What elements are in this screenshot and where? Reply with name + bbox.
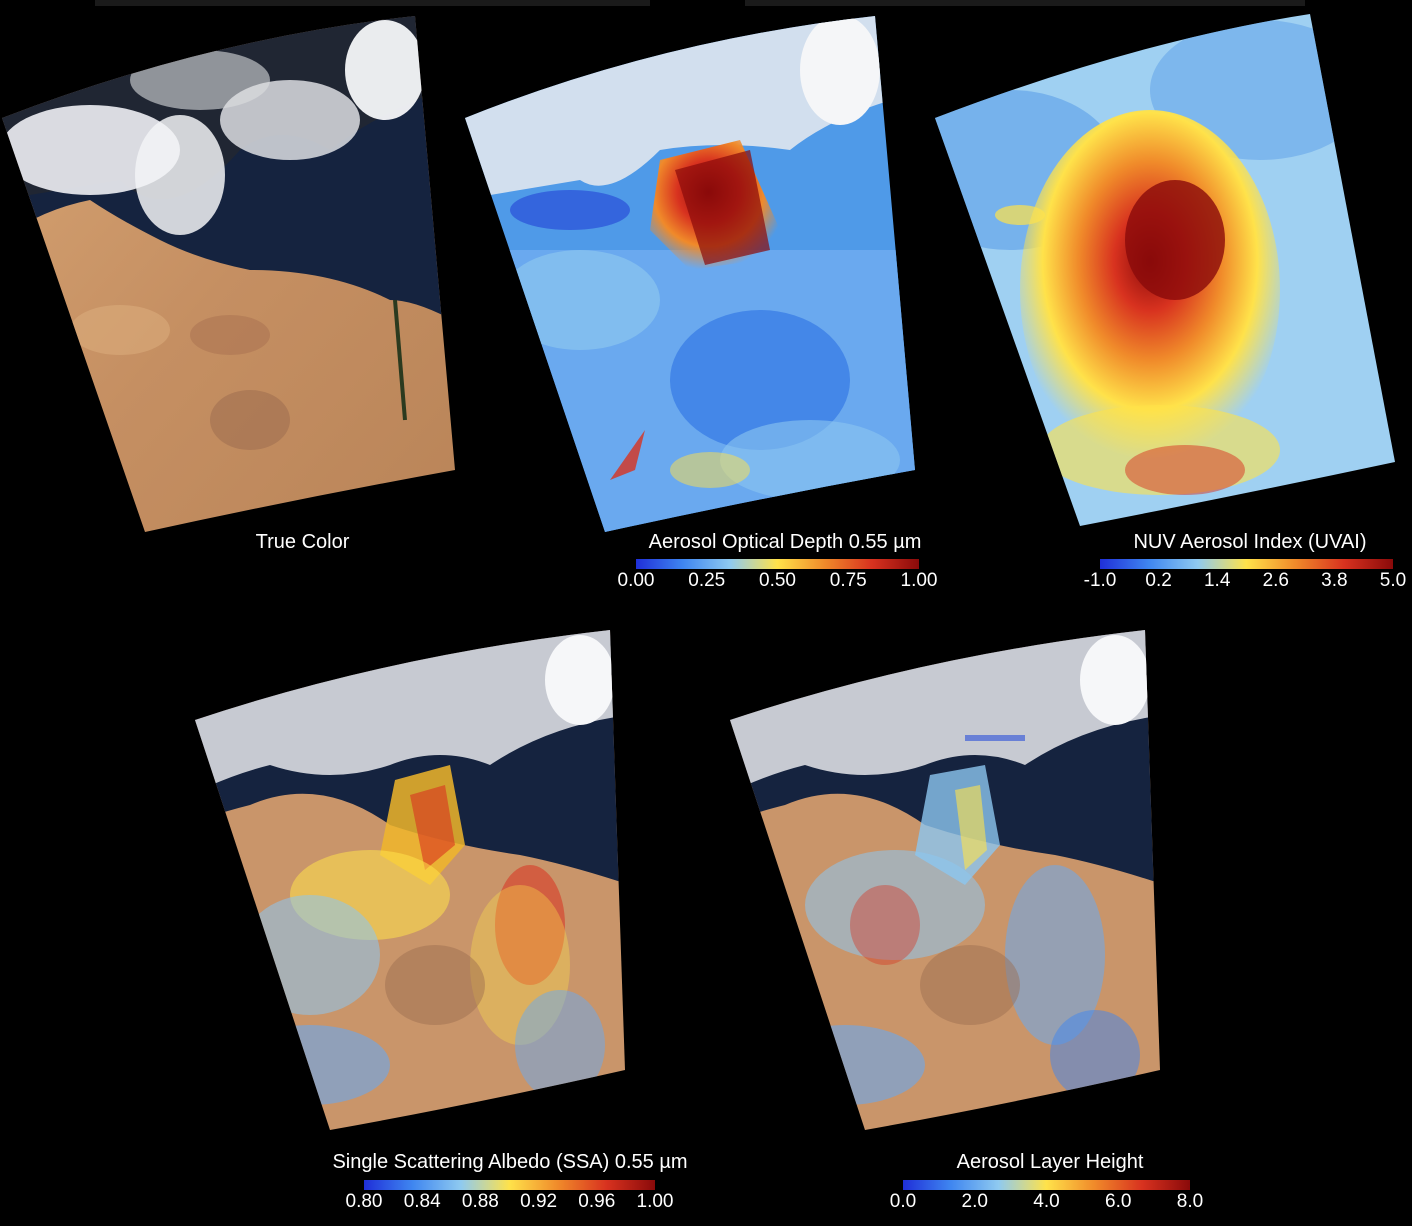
colorbar-tick-label: 0.88	[461, 1191, 499, 1212]
top-edge-strip	[745, 0, 1305, 6]
colorbar-tick-label: 8.0	[1176, 1191, 1204, 1212]
ssa-colorbar-ticks: 0.80 0.84 0.88 0.92 0.96 1.00	[346, 1191, 674, 1213]
colorbar-tick-label: 3.8	[1321, 570, 1348, 591]
colorbar-tick-label: 4.0	[1033, 1191, 1060, 1212]
panel-caption-alh: Aerosol Layer Height	[956, 1151, 1144, 1173]
colorbar-tick-label: 0.96	[578, 1191, 616, 1212]
colorbar-tick-label: 0.50	[759, 570, 796, 591]
colorbar-tick-label: 0.25	[688, 570, 726, 591]
colorbar-tick-label: 2.0	[961, 1191, 988, 1212]
ssa-colorbar	[364, 1180, 655, 1190]
colorbar-tick-label: -1.0	[1083, 570, 1117, 591]
colorbar-tick-label: 1.00	[636, 1191, 674, 1212]
uvai-colorbar	[1100, 559, 1393, 569]
aerosol-optical-depth-map	[465, 16, 915, 532]
colorbar-tick-label: 0.2	[1145, 570, 1172, 591]
panel-caption-ssa: Single Scattering Albedo (SSA) 0.55 µm	[332, 1151, 688, 1173]
colorbar-tick-label: 0.0	[889, 1191, 917, 1212]
aerosol-layer-height-map	[730, 630, 1160, 1130]
alh-colorbar-ticks: 0.0 2.0 4.0 6.0 8.0	[890, 1191, 1203, 1213]
colorbar-tick-label: 1.00	[900, 570, 938, 591]
panel-caption-uvai: NUV Aerosol Index (UVAI)	[1133, 531, 1367, 553]
panel-caption-true-color: True Color	[255, 531, 350, 553]
colorbar-tick-label: 0.84	[403, 1191, 441, 1212]
colorbar-tick-label: 6.0	[1105, 1191, 1132, 1212]
colorbar-tick-label: 1.4	[1203, 570, 1231, 591]
colorbar-tick-label: 0.92	[520, 1191, 558, 1212]
true-color-map	[2, 16, 455, 532]
aod-colorbar	[636, 559, 919, 569]
colorbar-tick-label: 0.80	[345, 1191, 383, 1212]
top-edge-strip	[95, 0, 650, 6]
uv-aerosol-index-map	[935, 14, 1395, 526]
single-scattering-albedo-map	[195, 630, 625, 1130]
colorbar-tick-label: 0.00	[617, 570, 655, 591]
colorbar-tick-label: 0.75	[829, 570, 867, 591]
aod-colorbar-ticks: 0.00 0.25 0.50 0.75 1.00	[618, 570, 938, 592]
alh-colorbar	[903, 1180, 1190, 1190]
uvai-colorbar-ticks: -1.0 0.2 1.4 2.6 3.8 5.0	[1084, 570, 1407, 592]
colorbar-tick-label: 5.0	[1379, 570, 1407, 591]
panel-caption-aod: Aerosol Optical Depth 0.55 µm	[648, 531, 922, 553]
colorbar-tick-label: 2.6	[1262, 570, 1290, 591]
